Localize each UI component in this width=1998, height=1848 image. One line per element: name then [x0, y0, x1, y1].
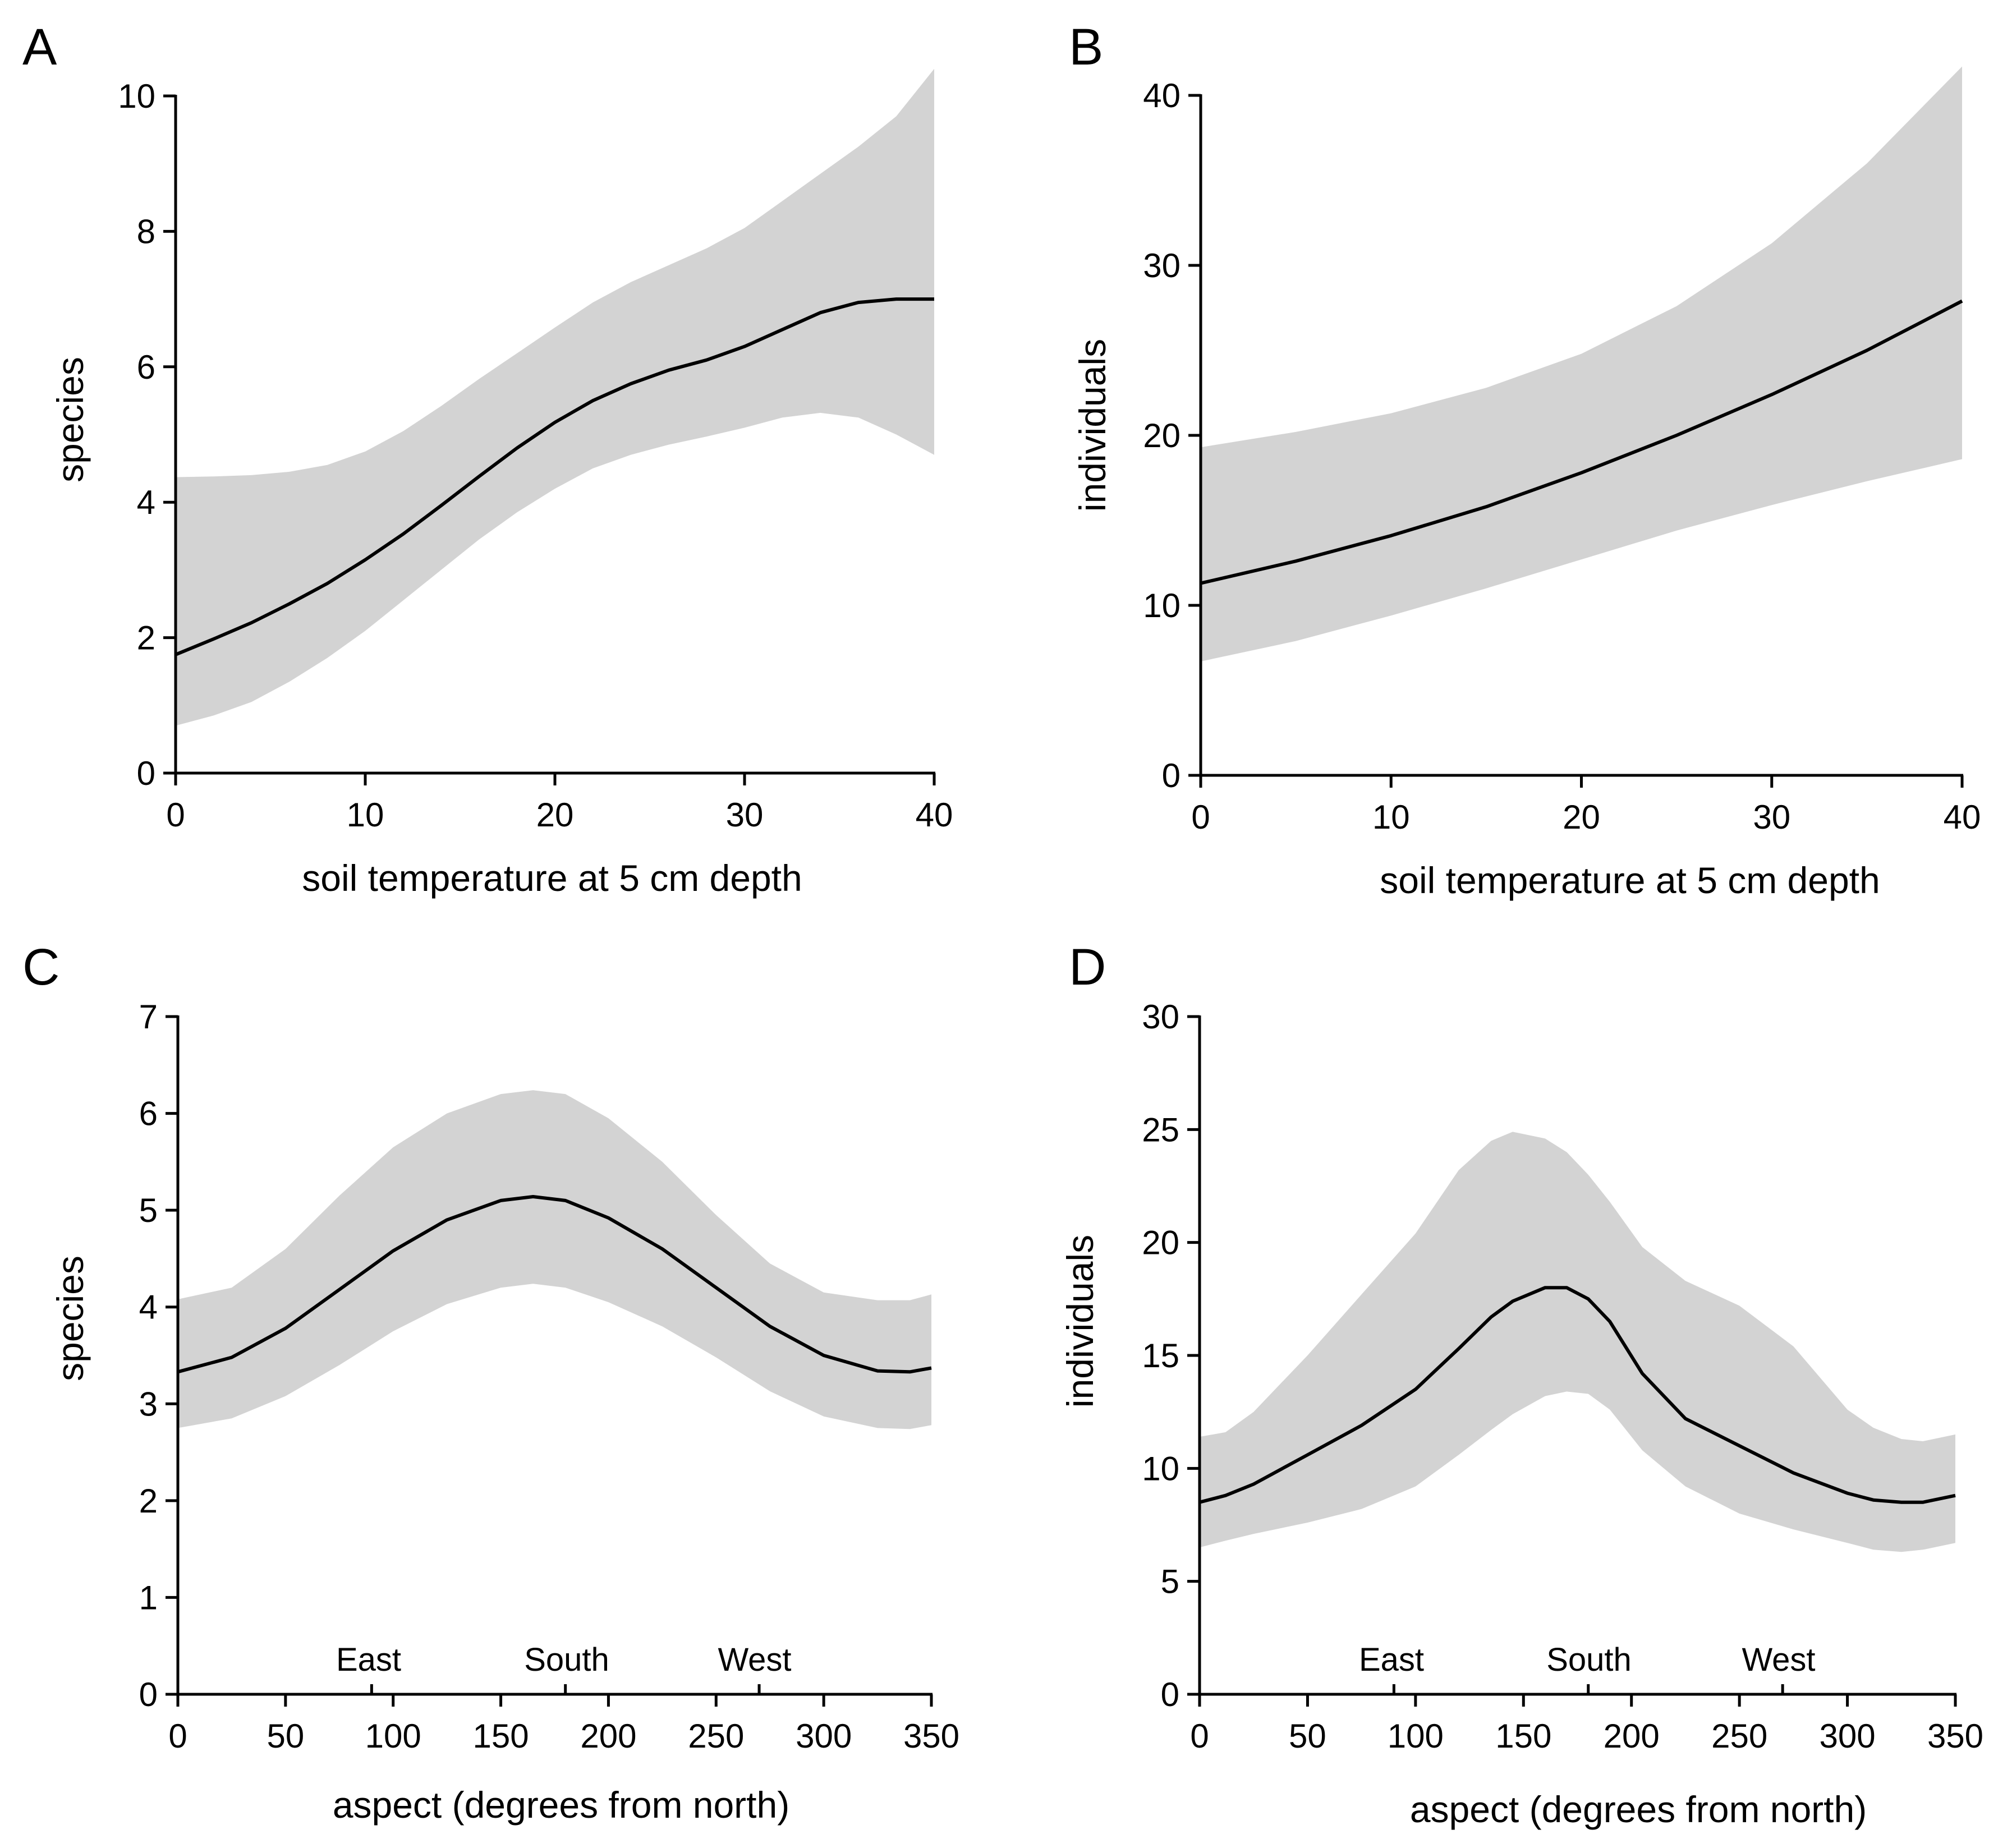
panel-d-y-tick-label: 15 — [1142, 1337, 1179, 1374]
panel-d-fit-line — [1199, 1286, 1956, 1504]
panel-b-x-tick-label: 40 — [1944, 798, 1981, 836]
panel-d-x-tick-label: 150 — [1495, 1717, 1551, 1755]
panel-c-x-tick-label: 50 — [267, 1717, 304, 1755]
panel-d-y-tick-label: 20 — [1142, 1224, 1179, 1262]
panel-c-y-tick-label: 3 — [139, 1385, 158, 1423]
panel-c-y-tick-label: 0 — [139, 1676, 158, 1713]
panel-a-y-label: species — [49, 357, 91, 482]
panel-c-x-tick-label: 200 — [580, 1717, 636, 1755]
panel-b-x-label: soil temperature at 5 cm depth — [1380, 859, 1880, 901]
panel-d-x-tick-label: 300 — [1820, 1717, 1876, 1755]
panel-a-letter: A — [22, 19, 57, 76]
panel-d-y-tick-label: 10 — [1142, 1450, 1179, 1487]
panel-c-label-east: East — [336, 1642, 401, 1678]
panel-d-y-tick-label: 5 — [1161, 1563, 1179, 1601]
panel-a-y-ticks: 0 2 4 6 8 10 — [118, 77, 176, 792]
panel-c-y-label: species — [49, 1256, 91, 1381]
panel-b-y-tick-label: 30 — [1143, 247, 1181, 284]
panel-c-x-ticks: 0 50 100 150 200 250 300 350 — [168, 1694, 959, 1755]
panel-d-x-ticks: 0 50 100 150 200 250 300 350 — [1190, 1694, 1983, 1755]
panel-c-letter: C — [22, 939, 59, 996]
panel-d-x-tick-label: 0 — [1190, 1717, 1209, 1755]
panel-b-fit-line — [1200, 299, 1963, 585]
panel-c-x-tick-label: 350 — [903, 1717, 959, 1755]
panel-c-y-ticks: 0 1 2 3 4 5 6 7 — [139, 998, 178, 1713]
panel-d-x-tick-label: 250 — [1711, 1717, 1767, 1755]
panel-b-x-ticks: 0 10 20 30 40 — [1191, 775, 1981, 836]
panel-c-y-tick-label: 5 — [139, 1192, 158, 1229]
panel-d-y-ticks: 0 5 10 15 20 25 30 — [1142, 998, 1200, 1713]
panel-b-confidence-band — [1201, 66, 1962, 661]
panel-d-x-tick-label: 100 — [1388, 1717, 1444, 1755]
panel-a-x-label: soil temperature at 5 cm depth — [302, 857, 802, 899]
panel-c: C 0 1 2 3 4 5 6 7 0 50 100 150 200 250 300 350 East So… — [22, 939, 959, 1826]
panel-d: D 0 5 10 15 20 25 30 0 50 100 150 200 250 300 350 Eas… — [1059, 939, 1983, 1830]
panel-b-y-tick-label: 0 — [1162, 757, 1181, 794]
panel-a-y-tick-label: 2 — [137, 619, 155, 657]
panel-a-x-tick-label: 10 — [347, 796, 384, 834]
panel-d-label-west: West — [1742, 1642, 1815, 1678]
panel-d-x-label: aspect (degrees from north) — [1410, 1789, 1867, 1830]
panel-d-y-tick-label: 25 — [1142, 1111, 1179, 1148]
panel-a-x-tick-label: 40 — [916, 796, 953, 834]
panel-c-y-tick-label: 7 — [139, 998, 158, 1036]
panel-a-y-tick-label: 8 — [137, 213, 155, 250]
panel-b-y-tick-label: 10 — [1143, 587, 1181, 624]
panel-c-y-tick-label: 2 — [139, 1482, 158, 1520]
panel-d-label-south: South — [1546, 1642, 1632, 1678]
panel-c-label-south: South — [524, 1642, 609, 1678]
panel-c-x-tick-label: 100 — [365, 1717, 421, 1755]
panel-c-y-tick-label: 6 — [139, 1095, 158, 1133]
panel-a-x-ticks: 0 10 20 30 40 — [166, 773, 953, 834]
panel-b-y-tick-label: 20 — [1143, 417, 1181, 454]
panel-d-x-tick-label: 200 — [1604, 1717, 1660, 1755]
panel-d-x-tick-label: 350 — [1927, 1717, 1983, 1755]
panel-b-x-tick-label: 0 — [1191, 798, 1210, 836]
panel-b-x-tick-label: 30 — [1753, 798, 1790, 836]
panel-b-letter: B — [1069, 19, 1103, 76]
panel-c-fit-line — [177, 1195, 932, 1374]
panel-b: B 0 10 20 30 40 0 10 20 30 40 soil temperature a… — [1069, 19, 1981, 901]
panel-d-y-tick-label: 30 — [1142, 998, 1179, 1036]
panel-d-confidence-band — [1200, 1132, 1955, 1552]
panel-d-letter: D — [1069, 939, 1106, 996]
panel-a-confidence-band — [176, 68, 934, 726]
panel-c-label-west: West — [718, 1642, 791, 1678]
panel-b-y-label: individuals — [1072, 339, 1113, 512]
panel-a-y-tick-label: 6 — [137, 348, 155, 386]
panel-d-x-tick-label: 50 — [1289, 1717, 1326, 1755]
panel-d-label-east: East — [1359, 1642, 1424, 1678]
panel-a-x-tick-label: 0 — [166, 796, 185, 834]
panel-a-y-tick-label: 10 — [118, 77, 155, 115]
panel-c-x-tick-label: 0 — [168, 1717, 187, 1755]
panel-d-y-label: individuals — [1059, 1235, 1101, 1408]
panel-d-y-tick-label: 0 — [1161, 1676, 1179, 1713]
panel-c-confidence-band — [178, 1090, 931, 1429]
panel-a-fit-line — [174, 297, 934, 656]
panel-b-y-ticks: 0 10 20 30 40 — [1143, 77, 1201, 794]
panel-b-x-tick-label: 10 — [1372, 798, 1410, 836]
panel-a-x-tick-label: 30 — [726, 796, 764, 834]
panel-c-y-tick-label: 4 — [139, 1289, 158, 1326]
panel-b-y-tick-label: 40 — [1143, 77, 1181, 114]
panel-c-x-tick-label: 150 — [473, 1717, 529, 1755]
panel-a-y-tick-label: 0 — [137, 755, 155, 792]
panel-c-direction-ticks — [370, 1684, 761, 1694]
panel-b-x-tick-label: 20 — [1563, 798, 1600, 836]
panel-d-direction-ticks — [1392, 1684, 1784, 1694]
panel-c-y-tick-label: 1 — [139, 1579, 158, 1616]
panel-c-x-label: aspect (degrees from north) — [333, 1784, 789, 1826]
panel-c-x-tick-label: 300 — [796, 1717, 852, 1755]
panel-c-x-tick-label: 250 — [688, 1717, 744, 1755]
panel-a-y-tick-label: 4 — [137, 484, 155, 521]
panel-a-x-tick-label: 20 — [536, 796, 574, 834]
panel-a: A 0 2 4 6 8 10 0 10 20 30 40 soil temperature at … — [22, 19, 953, 899]
